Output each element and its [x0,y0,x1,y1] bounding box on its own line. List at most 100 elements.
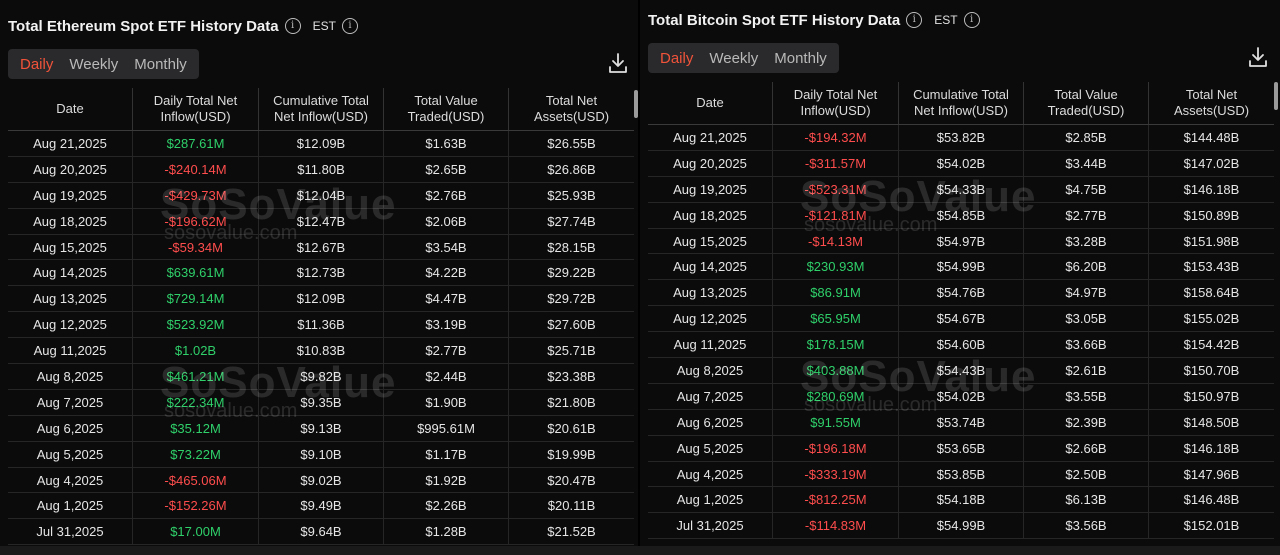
tab-daily[interactable]: Daily [660,49,694,67]
date-cell: Aug 5,2025 [8,441,133,467]
value-cell: $9.49B [259,493,384,519]
tab-weekly[interactable]: Weekly [69,55,119,73]
date-cell: Aug 13,2025 [8,286,133,312]
timezone-label: EST [934,13,958,27]
tab-monthly[interactable]: Monthly [134,55,187,73]
scrollbar[interactable] [634,90,638,118]
page-title: Total Ethereum Spot ETF History Data [8,17,279,35]
value-cell: $1.92B [384,467,509,493]
value-cell: -$152.26M [133,493,259,519]
date-cell: Aug 11,2025 [8,338,133,364]
table-row: Aug 19,2025 -$523.31M $54.33B $4.75B $146.18… [648,176,1274,203]
date-cell: Aug 21,2025 [648,125,773,150]
value-cell: $11.80B [259,156,384,182]
value-cell: $639.61M [133,260,259,286]
value-cell: $3.54B [384,234,509,260]
scrollbar[interactable] [1274,82,1278,110]
btc-history-table: Date Daily Total Net Inflow(USD) Cumulativ… [648,82,1274,540]
date-cell: Jul 31,2025 [648,513,773,539]
download-icon[interactable] [608,52,628,74]
value-cell: -$194.32M [773,125,899,150]
table-row: Aug 4,2025 -$465.06M $9.02B $1.92B $20.47B [8,467,634,494]
date-cell: Aug 6,2025 [8,415,133,441]
value-cell: $154.42B [1183,337,1240,353]
value-cell: $2.39B [1024,409,1149,435]
value-cell: $26.86B [547,161,596,177]
value-cell: $280.69M [773,383,899,409]
value-cell: $35.12M [133,415,259,441]
value-cell: -$59.34M [133,234,259,260]
value-cell: $153.43B [1183,259,1240,275]
value-cell: $54.60B [899,332,1024,358]
info-icon[interactable]: i [341,18,358,34]
date-cell: Aug 7,2025 [648,383,773,409]
column-header: Total Value Traded(USD) [384,88,509,130]
value-cell: $146.18B [1183,440,1240,456]
timezone-label: EST [312,19,336,33]
value-cell: $20.47B [547,472,596,488]
info-icon[interactable]: i [284,18,301,34]
value-cell: $27.60B [547,317,596,333]
value-cell: $2.50B [1024,461,1149,487]
date-cell: Aug 18,2025 [8,208,133,234]
value-cell: $10.83B [259,338,384,364]
value-cell: $53.74B [899,409,1024,435]
info-icon[interactable]: i [906,12,923,28]
value-cell: $523.92M [133,312,259,338]
value-cell: $54.02B [899,150,1024,176]
table-row: Aug 14,2025 $639.61M $12.73B $4.22B $29.22B [8,260,634,287]
value-cell: $4.97B [1024,280,1149,306]
tab-daily[interactable]: Daily [20,55,54,73]
value-cell: $20.61B [547,420,596,436]
date-cell: Jul 31,2025 [8,519,133,545]
tab-weekly[interactable]: Weekly [709,49,759,67]
value-cell: $178.15M [773,332,899,358]
btc-etf-panel: Total Bitcoin Spot ETF History Data i ES… [640,0,1280,555]
divider [638,0,640,555]
value-cell: $12.73B [259,260,384,286]
value-cell: $65.95M [773,306,899,332]
table-row: Aug 1,2025 -$812.25M $54.18B $6.13B $146.48B [648,487,1274,514]
table-row: Aug 20,2025 -$240.14M $11.80B $2.65B $26.86B [8,156,634,183]
date-cell: Aug 15,2025 [648,228,773,254]
value-cell: $9.02B [259,467,384,493]
table-row: Aug 11,2025 $178.15M $54.60B $3.66B $154.42B [648,332,1274,359]
value-cell: $26.55B [547,135,596,151]
value-cell: $144.48B [1183,129,1240,145]
info-icon[interactable]: i [963,12,980,28]
value-cell: -$240.14M [133,156,259,182]
date-cell: Aug 20,2025 [648,150,773,176]
value-cell: $91.55M [773,409,899,435]
value-cell: $151.98B [1183,233,1240,249]
value-cell: $1.63B [384,131,509,156]
date-cell: Aug 14,2025 [8,260,133,286]
value-cell: $54.76B [899,280,1024,306]
value-cell: $148.50B [1183,414,1240,430]
table-row: Aug 12,2025 $523.92M $11.36B $3.19B $27.60B [8,312,634,339]
value-cell: -$311.57M [773,150,899,176]
date-cell: Aug 21,2025 [8,131,133,156]
table-row: Aug 13,2025 $729.14M $12.09B $4.47B $29.72B [8,286,634,313]
bottom-bar [0,546,1280,555]
date-cell: Aug 19,2025 [8,182,133,208]
period-tabs: Daily Weekly Monthly [648,43,839,73]
value-cell: $53.82B [899,125,1024,150]
tab-monthly[interactable]: Monthly [774,49,827,67]
value-cell: $2.85B [1024,125,1149,150]
value-cell: $150.89B [1183,207,1240,223]
date-cell: Aug 1,2025 [648,487,773,513]
download-icon[interactable] [1248,46,1268,68]
value-cell: $3.05B [1024,306,1149,332]
column-header: Cumulative Total Net Inflow(USD) [899,82,1024,124]
value-cell: $23.38B [547,368,596,384]
column-header: Date [648,82,773,124]
value-cell: $21.52B [547,524,596,540]
table-header: Date Daily Total Net Inflow(USD) Cumulativ… [648,82,1274,125]
eth-etf-panel: Total Ethereum Spot ETF History Data i E… [0,0,640,555]
table-row: Aug 15,2025 -$59.34M $12.67B $3.54B $28.15B [8,234,634,261]
table-row: Aug 14,2025 $230.93M $54.99B $6.20B $153.43B [648,254,1274,281]
value-cell: $17.00M [133,519,259,545]
column-header: Cumulative Total Net Inflow(USD) [259,88,384,130]
value-cell: $3.56B [1024,513,1149,539]
value-cell: -$114.83M [773,513,899,539]
